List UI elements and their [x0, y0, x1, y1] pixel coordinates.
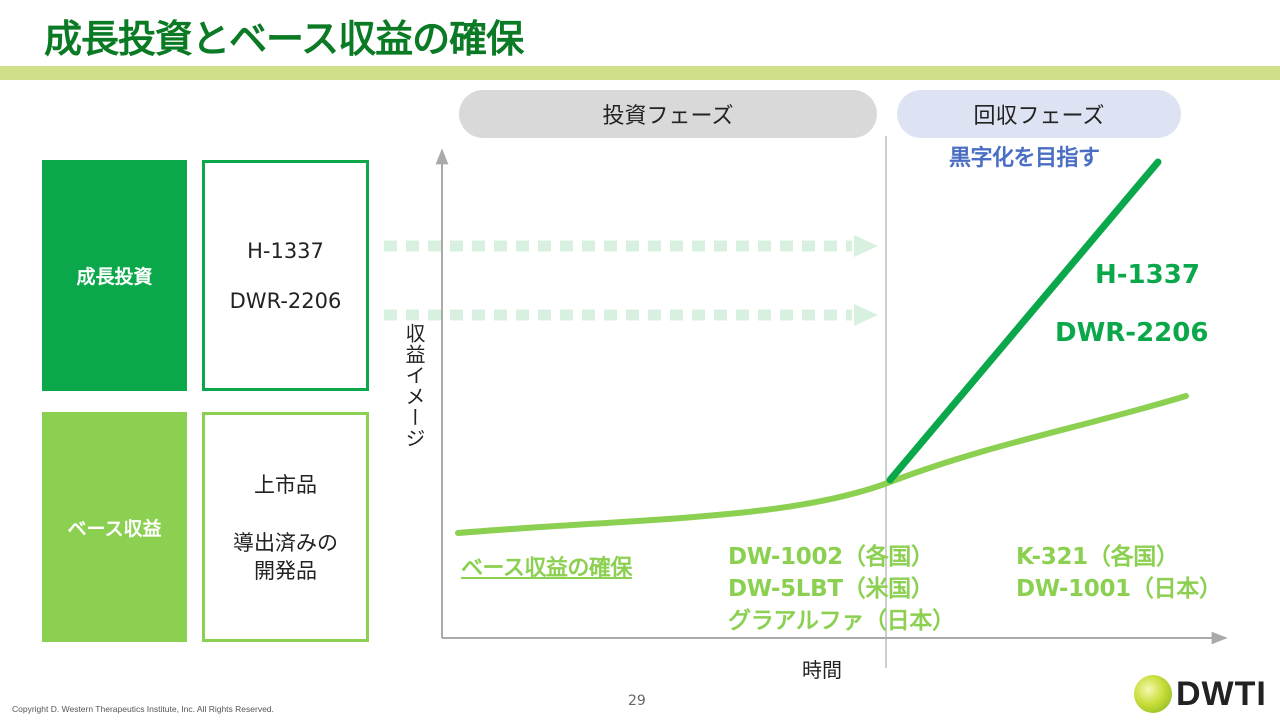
product-item: DW-5LBT（米国）: [728, 576, 934, 602]
title-underline-bar: [0, 66, 1280, 80]
investment-phase-products: DW-1002（各国） DW-5LBT（米国） グラアルファ（日本）: [728, 541, 955, 637]
investment-phase-pill: 投資フェーズ: [459, 90, 877, 138]
recovery-phase-pill: 回収フェーズ: [897, 90, 1181, 138]
growth-investment-label: 成長投資: [76, 266, 153, 288]
growth-arrow-head-dwr2206: [854, 304, 878, 326]
growth-product-item: H-1337: [247, 238, 324, 263]
company-logo: DWTI: [1134, 674, 1267, 714]
base-product-item: 導出済みの: [233, 531, 338, 555]
series-label-dwr2206: DWR-2206: [1055, 318, 1209, 348]
series-label-h1337: H-1337: [1095, 260, 1200, 290]
page-title: 成長投資とベース収益の確保: [44, 17, 524, 61]
growth-revenue-line: [886, 158, 1162, 484]
growth-product-item: DWR-2206: [229, 288, 342, 313]
profit-goal-label: 黒字化を目指す: [949, 146, 1100, 171]
sphere-logo-icon: [1134, 675, 1172, 713]
product-item: グラアルファ（日本）: [728, 608, 955, 634]
growth-investment-category: 成長投資: [42, 160, 187, 391]
product-item: DW-1002（各国）: [728, 544, 934, 570]
y-axis-label: 収益イメージ: [402, 323, 426, 449]
product-item: K-321（各国）: [1016, 544, 1179, 570]
base-product-item: 開発品: [254, 559, 317, 583]
growth-arrow-head-h1337: [854, 235, 878, 257]
page-number: 29: [628, 693, 646, 709]
base-revenue-label: ベース収益: [67, 517, 162, 540]
copyright-notice: Copyright D. Western Therapeutics Instit…: [12, 704, 274, 714]
product-item: DW-1001（日本）: [1016, 576, 1222, 602]
base-revenue-category: ベース収益: [42, 412, 187, 642]
recovery-phase-products: K-321（各国） DW-1001（日本）: [1016, 541, 1222, 605]
base-products-box: 上市品 導出済みの 開発品: [202, 412, 369, 642]
logo-text: DWTI: [1176, 674, 1267, 713]
growth-products-box: H-1337 DWR-2206: [202, 160, 369, 391]
x-axis-label: 時間: [802, 658, 842, 682]
base-product-item: 上市品: [254, 473, 317, 497]
base-revenue-curve: [455, 393, 1189, 536]
base-secure-label: ベース収益の確保: [461, 556, 632, 581]
